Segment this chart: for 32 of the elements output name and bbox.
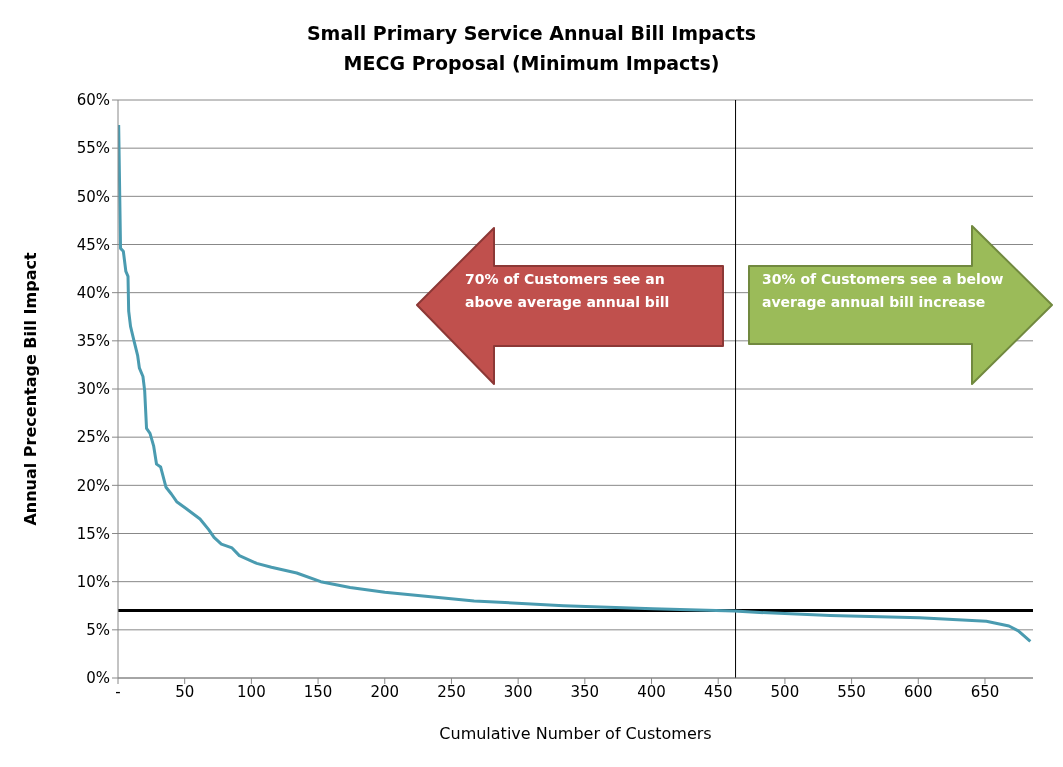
y-tick-label: 25% [76,428,110,447]
x-axis-title: Cumulative Number of Customers [439,724,712,743]
x-tick-label: 350 [570,682,600,701]
chart-title: Small Primary Service Annual Bill Impacts MECG Proposal (Minimum Impacts) [305,21,758,76]
x-tick-label: - [115,682,121,701]
y-tick-label: 40% [76,283,110,302]
y-tick-label: 60% [76,91,110,110]
x-tick-label: 250 [437,682,466,701]
x-tick-label: 550 [837,682,866,701]
x-tick-label: 400 [637,682,666,701]
x-tick-label: 600 [903,682,933,701]
annotation: 30% of Customers see a below average annual bill increase [762,270,1005,312]
x-tick-label: 200 [370,682,400,701]
y-tick-label: 55% [76,139,110,158]
x-tick-label: 650 [970,682,1000,701]
y-tick-label: 30% [76,380,110,399]
y-tick-label: 10% [76,572,110,591]
y-axis-title: Annual Precentage Bill Impact [20,252,40,526]
y-tick-label: 50% [76,187,110,206]
y-tick-label: 0% [86,669,110,688]
y-tick-label: 5% [86,621,110,640]
x-tick-label: 150 [303,682,333,701]
y-tick-label: 45% [76,235,110,254]
x-tick-label: 450 [703,682,733,701]
x-tick-label: 300 [503,682,533,701]
y-tick-label: 20% [76,476,110,495]
annotation: 70% of Customers see an above average annual bill [465,270,671,312]
x-tick-label: 500 [770,682,800,701]
x-tick-label: 50 [175,682,195,701]
y-tick-label: 15% [76,524,110,543]
y-tick-label: 35% [76,332,110,351]
x-tick-label: 100 [237,682,266,701]
